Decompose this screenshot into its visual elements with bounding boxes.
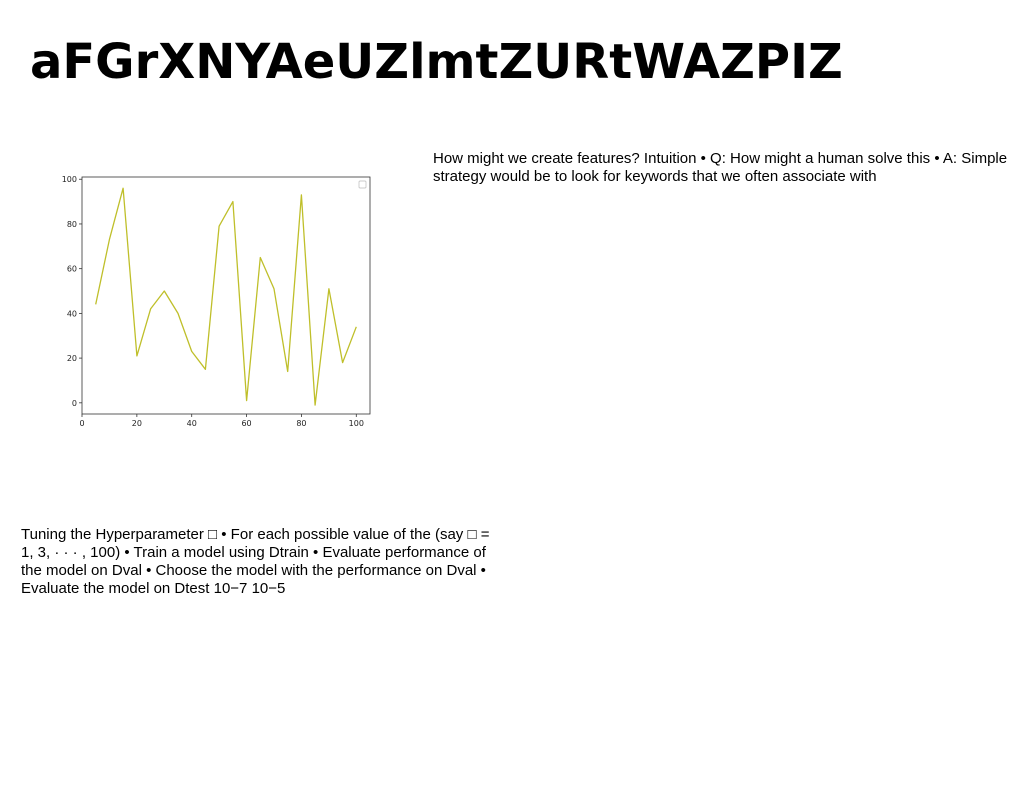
x-tick-label: 0 [79, 419, 84, 428]
y-tick-label: 20 [67, 354, 77, 363]
y-tick-label: 100 [62, 175, 77, 184]
x-tick-label: 60 [241, 419, 251, 428]
y-tick-label: 60 [67, 265, 77, 274]
plot-frame [81, 176, 371, 415]
series-line [95, 187, 357, 406]
line-chart: 0 20 40 60 80 100 0 20 40 60 80 100 [50, 168, 380, 442]
y-tick-label: 40 [67, 309, 77, 318]
features-text: How might we create features? Intuition … [433, 150, 1008, 185]
x-tick-label: 100 [349, 419, 364, 428]
slide-title: aFGrXNYAeUZlmtZURtWAZPIZ [30, 34, 843, 90]
x-tick-label: 80 [296, 419, 306, 428]
x-tick-label: 20 [132, 419, 142, 428]
y-tick-label: 0 [72, 399, 77, 408]
legend-box [358, 180, 367, 189]
hyperparameter-text: Tuning the Hyperparameter □ • For each p… [21, 526, 490, 597]
y-tick-label: 80 [67, 220, 77, 229]
x-tick-label: 40 [187, 419, 197, 428]
